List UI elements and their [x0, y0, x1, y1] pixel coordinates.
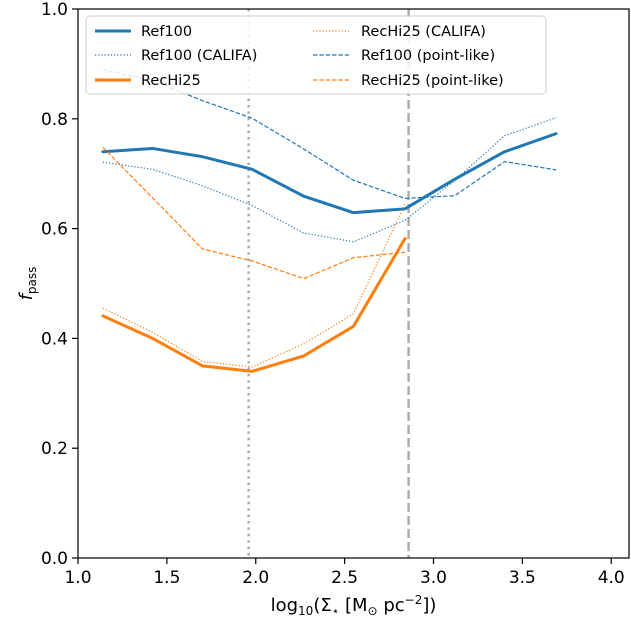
y-tick-label: 0.6 — [41, 220, 68, 240]
x-tick-label: 3.0 — [420, 568, 447, 588]
legend-label: Ref100 (point-like) — [361, 48, 495, 64]
legend: Ref100 Ref100 (CALIFA) RecHi25 RecHi25 (CAL… — [86, 16, 546, 94]
x-tick-label: 3.5 — [509, 568, 536, 588]
x-tick-label: 2.0 — [242, 568, 269, 588]
legend-label: RecHi25 (CALIFA) — [361, 24, 486, 40]
series-line-rechi25 — [103, 238, 405, 371]
series-line-rechi25-califa — [103, 204, 405, 367]
y-tick-label: 0.8 — [41, 110, 68, 130]
y-tick-label: 0.0 — [41, 549, 68, 569]
x-axis-label: log10(Σ⋆ [M⊙ pc−2]) — [271, 593, 437, 618]
legend-label: Ref100 (CALIFA) — [141, 48, 257, 64]
y-tick-label: 1.0 — [41, 0, 68, 20]
y-tick-label: 0.4 — [41, 329, 68, 349]
x-tick-label: 4.0 — [598, 568, 625, 588]
legend-label: RecHi25 — [141, 73, 201, 89]
legend-label: RecHi25 (point-like) — [361, 73, 504, 89]
series-line-ref100-califa — [103, 118, 556, 242]
y-axis-label: fpass — [16, 267, 39, 301]
legend-label: Ref100 — [141, 24, 192, 40]
y-tick-label: 0.2 — [41, 439, 68, 459]
x-tick-label: 1.0 — [64, 568, 91, 588]
x-tick-label: 2.5 — [331, 568, 358, 588]
series-lines — [103, 70, 556, 371]
x-tick-label: 1.5 — [153, 568, 180, 588]
